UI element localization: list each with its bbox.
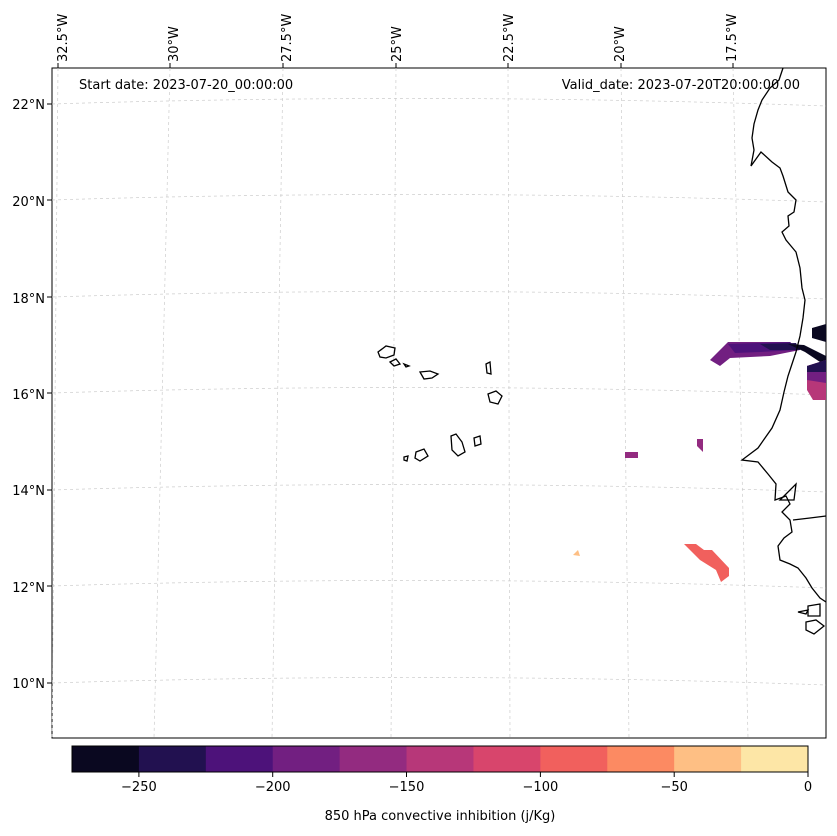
map-frame bbox=[51, 67, 827, 739]
lat-label: 12°N bbox=[12, 581, 45, 596]
colorbar-tick-label: −200 bbox=[254, 780, 291, 795]
lon-labels: 32.5°W 30°W 27.5°W 25°W 22.5°W 20°W 17.5… bbox=[56, 14, 740, 62]
lat-label: 18°N bbox=[12, 292, 45, 307]
contour-patch bbox=[625, 452, 638, 458]
colorbar bbox=[72, 746, 809, 772]
lat-label: 16°N bbox=[12, 388, 45, 403]
start-date-label: Start date: 2023-07-20_00:00:00 bbox=[79, 78, 294, 93]
colorbar-tick-label: 0 bbox=[803, 780, 813, 795]
lat-label: 10°N bbox=[12, 677, 45, 692]
lon-label: 25°W bbox=[390, 26, 405, 62]
coastlines bbox=[377, 67, 827, 635]
contour-patch bbox=[807, 360, 826, 372]
lon-ticks bbox=[57, 63, 734, 68]
colorbar-tick-label: −100 bbox=[522, 780, 559, 795]
colorbar-segment bbox=[205, 746, 274, 772]
colorbar-segment bbox=[741, 746, 809, 772]
lat-label: 22°N bbox=[12, 98, 45, 113]
contour-patch bbox=[812, 324, 826, 342]
colorbar-segment bbox=[674, 746, 742, 772]
lat-label: 20°N bbox=[12, 195, 45, 210]
colorbar-segment bbox=[406, 746, 474, 772]
colorbar-segment bbox=[607, 746, 675, 772]
colorbar-tick-label: −150 bbox=[388, 780, 425, 795]
colorbar-segment bbox=[72, 746, 140, 772]
lon-label: 30°W bbox=[167, 26, 182, 62]
colorbar-segment bbox=[138, 746, 207, 772]
lon-label: 22.5°W bbox=[502, 14, 517, 62]
contour-patch bbox=[697, 439, 703, 452]
contour-patch bbox=[684, 544, 729, 582]
lon-label: 32.5°W bbox=[56, 14, 71, 62]
colorbar-tick-label: −250 bbox=[121, 780, 157, 795]
lon-label: 27.5°W bbox=[280, 14, 295, 62]
colorbar-segment bbox=[272, 746, 341, 772]
colorbar-tick-label: −50 bbox=[660, 780, 688, 795]
cin-contours bbox=[573, 324, 826, 582]
colorbar-segment bbox=[540, 746, 608, 772]
parallel-gridlines bbox=[51, 98, 827, 686]
contour-patch bbox=[788, 344, 826, 366]
lat-labels: 22°N 20°N 18°N 16°N 14°N 12°N 10°N bbox=[12, 98, 45, 692]
lat-ticks bbox=[47, 103, 52, 684]
lon-label: 20°W bbox=[613, 26, 628, 62]
colorbar-frame bbox=[71, 745, 809, 773]
meridian-gridlines bbox=[51, 67, 749, 739]
colorbar-segment bbox=[339, 746, 408, 772]
colorbar-ticks bbox=[138, 772, 809, 777]
lon-label: 17.5°W bbox=[725, 14, 740, 62]
contour-patch bbox=[573, 550, 580, 556]
valid-date-label: Valid_date: 2023-07-20T20:00:00.00 bbox=[561, 78, 800, 93]
colorbar-label: 850 hPa convective inhibition (j/Kg) bbox=[324, 809, 556, 824]
lat-label: 14°N bbox=[12, 484, 45, 499]
colorbar-segment bbox=[473, 746, 541, 772]
